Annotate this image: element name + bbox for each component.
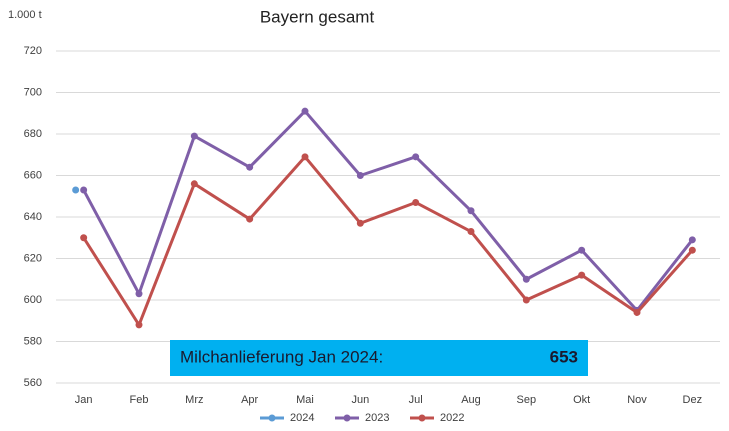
annotation-box: [170, 340, 588, 376]
x-tick-label: Sep: [517, 394, 537, 406]
point: [522, 275, 530, 283]
y-tick-label: 580: [24, 335, 42, 347]
y-unit: 1.000 t: [8, 9, 42, 21]
point: [356, 219, 364, 227]
x-tick-label: Feb: [130, 394, 149, 406]
x-tick-label: Jul: [409, 394, 423, 406]
legend-marker: [418, 414, 426, 422]
point: [301, 153, 309, 161]
x-tick-label: Apr: [241, 394, 258, 406]
legend-label: 2023: [365, 412, 389, 424]
point: [190, 132, 198, 140]
x-tick-label: Nov: [627, 394, 647, 406]
series-line: [82, 109, 694, 312]
y-tick-label: 720: [24, 45, 42, 57]
point: [412, 153, 420, 161]
x-tick-label: Jan: [75, 394, 93, 406]
legend-label: 2024: [290, 412, 314, 424]
x-tick-label: Jun: [351, 394, 369, 406]
x-tick-label: Okt: [573, 394, 590, 406]
point: [190, 180, 198, 188]
point: [522, 296, 530, 304]
point: [467, 207, 475, 215]
point: [578, 246, 586, 254]
chart-title: Bayern gesamt: [260, 7, 375, 26]
point: [356, 172, 364, 179]
point: [688, 246, 696, 254]
x-tick-label: Dez: [683, 394, 703, 406]
point: [412, 198, 420, 206]
legend-marker: [343, 414, 351, 422]
point: [80, 234, 88, 242]
x-tick-label: Mrz: [185, 394, 203, 406]
point: [578, 271, 586, 279]
point: [80, 186, 88, 194]
series-line: [82, 155, 694, 327]
y-tick-label: 660: [24, 169, 42, 181]
point: [135, 321, 143, 329]
y-tick-label: 560: [24, 377, 42, 389]
x-tick-label: Aug: [461, 394, 481, 406]
y-tick-label: 680: [24, 128, 42, 140]
y-tick-label: 700: [24, 86, 42, 98]
point: [633, 308, 641, 316]
point: [246, 215, 254, 223]
y-tick-label: 600: [24, 294, 42, 306]
y-tick-label: 640: [24, 211, 42, 223]
legend-marker: [268, 414, 276, 422]
point: [301, 107, 309, 115]
point: [246, 163, 254, 171]
annotation-label: Milchanlieferung Jan 2024:: [180, 347, 383, 366]
legend-label: 2022: [440, 412, 464, 424]
x-tick-label: Mai: [296, 394, 314, 406]
annotation-value: 653: [550, 347, 578, 366]
point: [72, 186, 80, 194]
point: [467, 228, 475, 236]
point: [135, 290, 143, 298]
point: [688, 236, 696, 244]
y-tick-label: 620: [24, 252, 42, 264]
